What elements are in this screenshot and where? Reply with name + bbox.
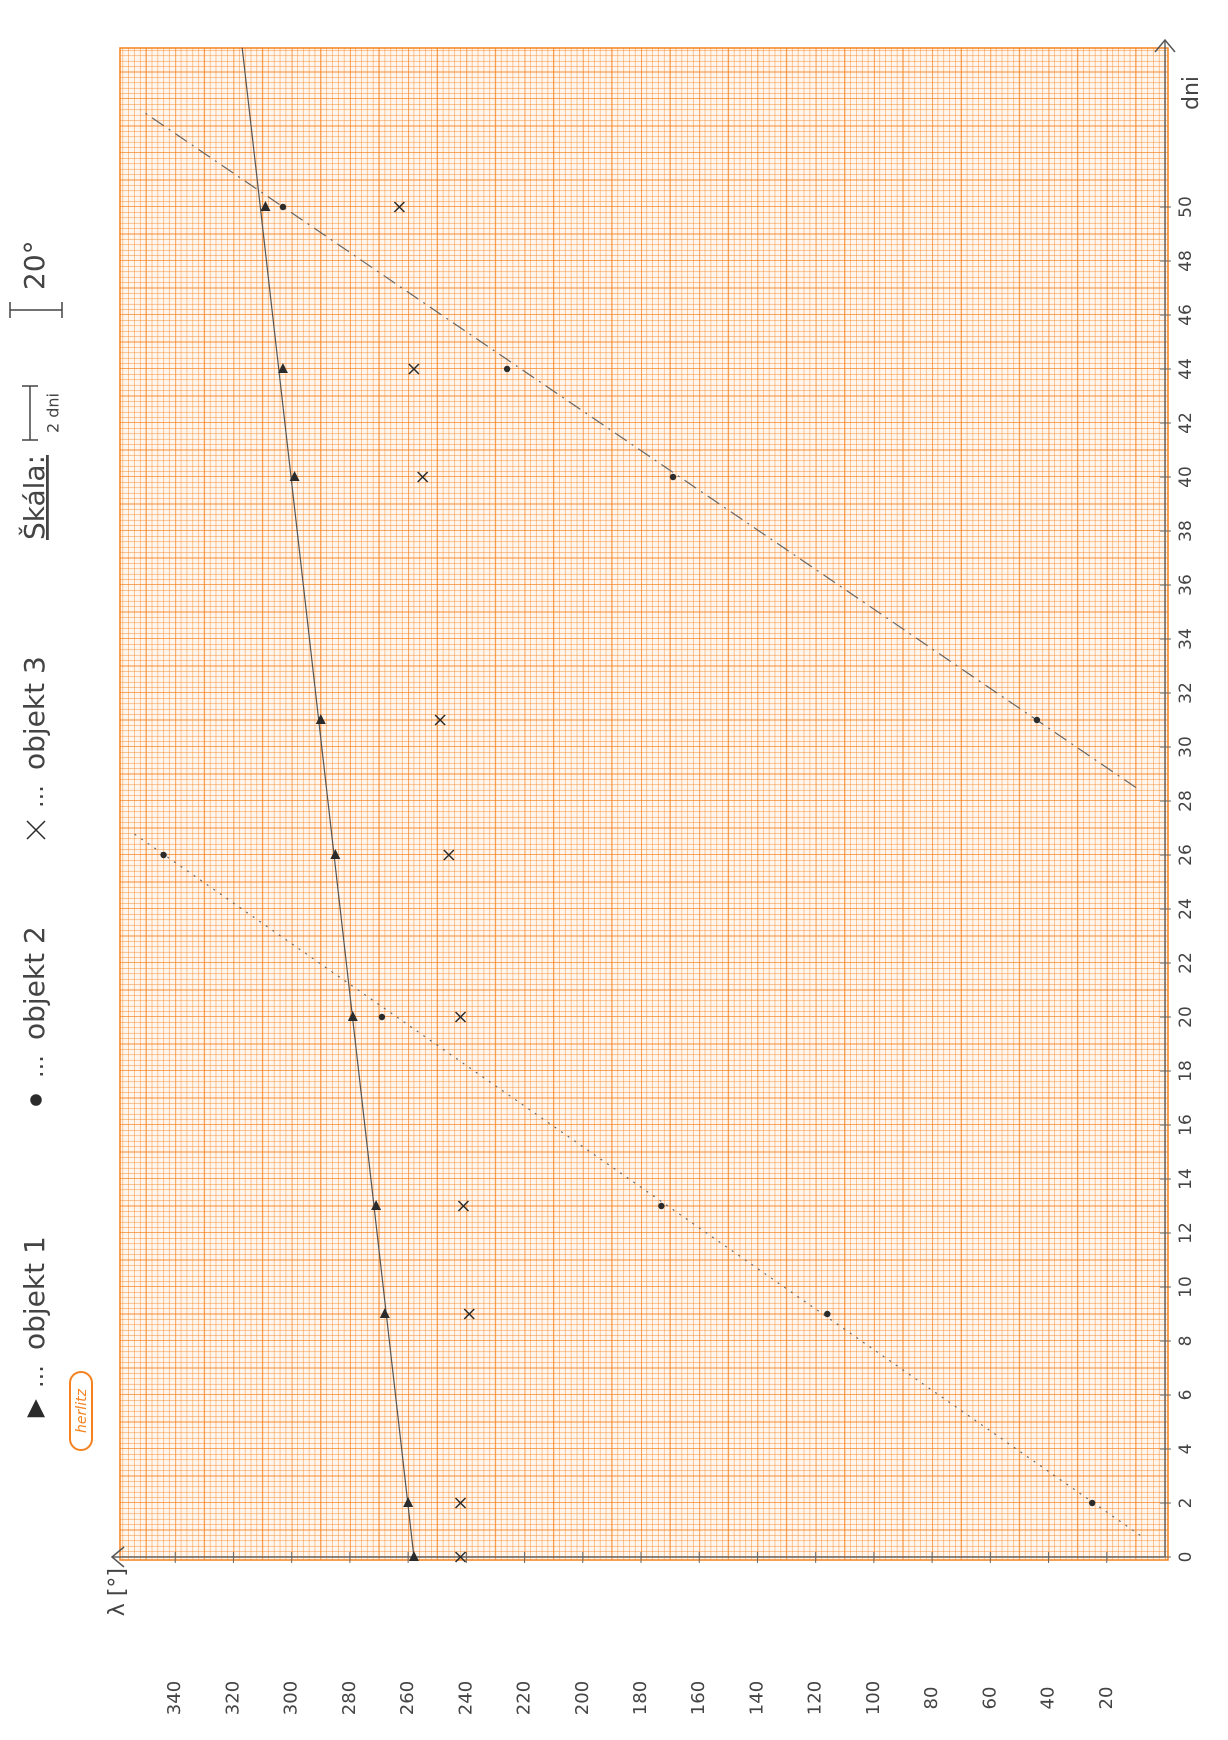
x-tick-label: 22	[1176, 952, 1196, 974]
legend-label: objekt 1	[18, 1236, 51, 1350]
scale-y-unit: 20°	[18, 240, 51, 290]
data-point	[280, 204, 286, 210]
x-tick-label: 48	[1176, 250, 1196, 272]
y-tick-label: 260	[397, 1681, 418, 1715]
y-tick-label: 320	[222, 1681, 243, 1715]
x-tick-label: 10	[1176, 1276, 1196, 1298]
y-tick-label: 140	[746, 1681, 767, 1715]
x-tick-label: 40	[1176, 466, 1196, 488]
data-point	[504, 366, 510, 372]
y-tick-label: 180	[630, 1681, 651, 1715]
x-tick-label: 6	[1176, 1390, 1196, 1401]
x-tick-label: 12	[1176, 1222, 1196, 1244]
graph-paper	[120, 48, 1168, 1560]
x-tick-label: 2	[1176, 1498, 1196, 1509]
y-tick-label: 340	[164, 1681, 185, 1715]
data-point	[379, 1014, 385, 1020]
x-tick-label: 4	[1176, 1444, 1196, 1455]
legend-label: objekt 2	[18, 926, 51, 1040]
x-tick-label: 28	[1176, 790, 1196, 812]
legend-separator: ...	[21, 1055, 49, 1078]
data-point	[824, 1311, 830, 1317]
y-tick-label: 100	[863, 1681, 884, 1715]
legend-marker	[27, 821, 45, 839]
x-tick-label: 34	[1176, 628, 1196, 650]
y-tick-label: 20	[1096, 1687, 1117, 1710]
x-tick-label: 32	[1176, 682, 1196, 704]
data-point	[1034, 717, 1040, 723]
x-tick-label: 14	[1176, 1168, 1196, 1190]
y-tick-label: 200	[572, 1681, 593, 1715]
x-tick-label: 44	[1176, 358, 1196, 380]
y-tick-label: 300	[281, 1681, 302, 1715]
data-point	[670, 474, 676, 480]
x-tick-label: 20	[1176, 1006, 1196, 1028]
x-tick-label: 24	[1176, 898, 1196, 920]
y-tick-label: 120	[805, 1681, 826, 1715]
legend-marker	[30, 1094, 42, 1106]
scale-x-unit: 2 dni	[44, 393, 63, 433]
scale-title: Škála:	[17, 455, 51, 540]
x-tick-label: 46	[1176, 304, 1196, 326]
chart: dniλ [°]02468101214161820222426283032343…	[0, 0, 1228, 1740]
y-tick-label: 240	[455, 1681, 476, 1715]
y-tick-label: 160	[688, 1681, 709, 1715]
data-point	[658, 1203, 664, 1209]
y-tick-label: 280	[339, 1681, 360, 1715]
x-tick-label: 38	[1176, 520, 1196, 542]
x-tick-label: 0	[1176, 1552, 1196, 1563]
y-tick-label: 220	[514, 1681, 535, 1715]
y-tick-label: 60	[979, 1687, 1000, 1710]
x-tick-label: 30	[1176, 736, 1196, 758]
page: {"chart_data": { "type": "scatter", "x_l…	[0, 0, 1228, 1740]
scale-bar-x	[22, 386, 38, 440]
scale-bar-y	[10, 302, 62, 318]
legend-marker	[27, 1399, 45, 1417]
data-point	[1089, 1500, 1095, 1506]
brand-text: herlitz	[74, 1388, 90, 1433]
x-tick-label: 36	[1176, 574, 1196, 596]
x-tick-label: 8	[1176, 1336, 1196, 1347]
x-tick-label: 42	[1176, 412, 1196, 434]
x-tick-label: 26	[1176, 844, 1196, 866]
legend-separator: ...	[21, 1365, 49, 1388]
data-point	[160, 852, 166, 858]
x-axis-label: dni	[1179, 76, 1204, 110]
legend-label: objekt 3	[18, 656, 51, 770]
x-tick-label: 50	[1176, 196, 1196, 218]
y-axis-label: λ [°]	[105, 1568, 130, 1616]
x-tick-label: 16	[1176, 1114, 1196, 1136]
x-tick-label: 18	[1176, 1060, 1196, 1082]
y-tick-label: 80	[921, 1687, 942, 1710]
y-tick-label: 40	[1038, 1687, 1059, 1710]
legend-separator: ...	[21, 785, 49, 808]
